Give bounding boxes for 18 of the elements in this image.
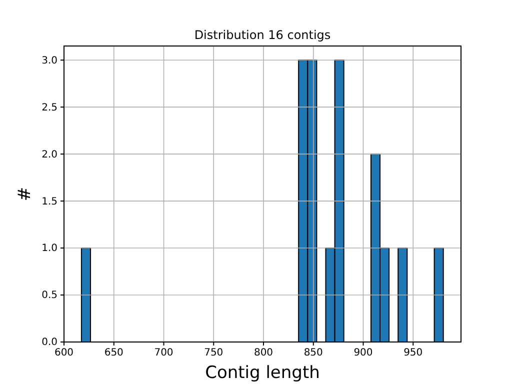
y-tick-label: 1.0 [42,243,58,254]
y-tick-label: 3.0 [42,55,58,66]
y-tick-label: 0.5 [42,290,58,302]
x-tick-label: 800 [254,348,274,359]
y-axis-title: # [15,186,35,202]
y-tick-label: 0.0 [42,337,58,348]
x-tick-label: 600 [54,348,74,359]
x-tick-label: 750 [204,348,224,359]
y-tick-label: 2.5 [42,102,58,114]
x-tick-label: 950 [404,348,423,359]
x-tick-label: 650 [104,348,124,359]
x-axis-title: Contig length [205,363,320,383]
x-tick-label: 850 [304,348,323,359]
y-tick-label: 2.0 [42,149,58,160]
chart-title: Distribution 16 contigs [194,28,331,42]
y-tick-label: 1.5 [42,196,58,208]
x-tick-label: 700 [154,348,174,359]
x-tick-label: 900 [354,348,373,359]
